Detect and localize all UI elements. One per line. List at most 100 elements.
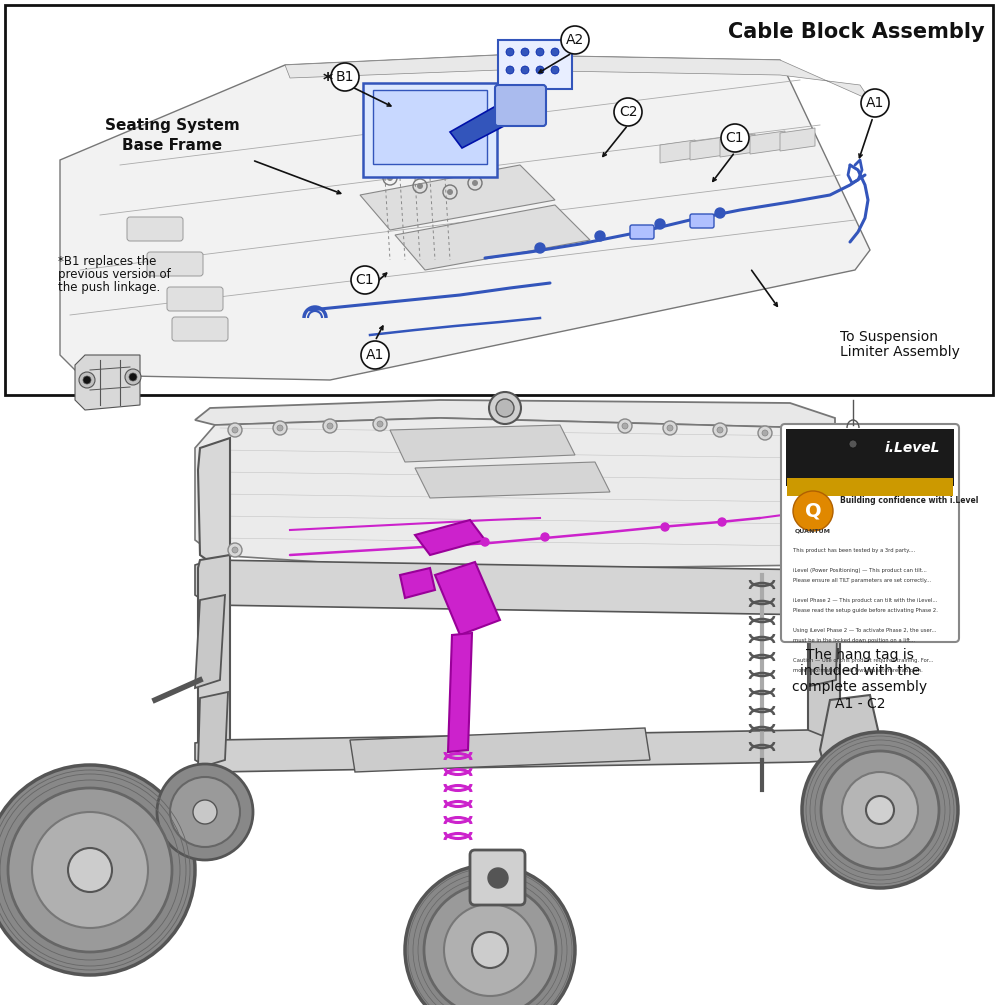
Circle shape <box>405 865 575 1005</box>
Circle shape <box>424 884 556 1005</box>
Polygon shape <box>198 692 228 768</box>
Polygon shape <box>808 438 840 568</box>
Circle shape <box>83 376 91 384</box>
FancyBboxPatch shape <box>787 478 953 496</box>
Circle shape <box>713 423 727 437</box>
Text: Limiter Assembly: Limiter Assembly <box>840 345 960 359</box>
Circle shape <box>801 430 815 444</box>
Circle shape <box>232 427 238 433</box>
Circle shape <box>793 491 833 531</box>
Text: C2: C2 <box>619 105 637 119</box>
FancyBboxPatch shape <box>630 225 654 239</box>
Circle shape <box>68 848 112 892</box>
Text: Please ensure all TILT parameters are set correctly...: Please ensure all TILT parameters are se… <box>793 578 931 583</box>
Text: Q: Q <box>805 501 821 521</box>
Circle shape <box>472 180 478 186</box>
Circle shape <box>472 932 508 968</box>
Polygon shape <box>415 520 485 555</box>
Polygon shape <box>390 425 575 462</box>
Polygon shape <box>195 560 840 615</box>
Circle shape <box>157 764 253 860</box>
Circle shape <box>802 732 958 888</box>
FancyBboxPatch shape <box>690 214 714 228</box>
Polygon shape <box>820 695 878 788</box>
Text: previous version of: previous version of <box>58 268 171 281</box>
Circle shape <box>228 543 242 557</box>
Circle shape <box>0 765 195 975</box>
Text: iLevel (Power Positioning) — This product can tilt...: iLevel (Power Positioning) — This produc… <box>793 568 927 573</box>
Circle shape <box>193 800 217 824</box>
Text: C1: C1 <box>726 131 744 145</box>
Circle shape <box>506 66 514 74</box>
Circle shape <box>436 542 444 550</box>
Text: Seating System
Base Frame: Seating System Base Frame <box>105 118 239 153</box>
Text: i.LeveL: i.LeveL <box>885 441 940 455</box>
FancyBboxPatch shape <box>167 287 223 311</box>
Circle shape <box>663 421 677 435</box>
Text: A2: A2 <box>566 33 584 47</box>
Circle shape <box>323 419 337 433</box>
Circle shape <box>373 417 387 431</box>
Text: To Suspension: To Suspension <box>840 330 938 344</box>
Polygon shape <box>810 585 838 686</box>
Circle shape <box>232 547 238 553</box>
Polygon shape <box>660 140 695 163</box>
Circle shape <box>521 48 529 56</box>
Polygon shape <box>195 730 838 772</box>
Polygon shape <box>195 400 835 435</box>
Circle shape <box>387 175 393 181</box>
Circle shape <box>351 266 379 294</box>
Circle shape <box>551 48 559 56</box>
Polygon shape <box>350 728 650 772</box>
FancyBboxPatch shape <box>5 5 993 395</box>
Text: This product has been tested by a 3rd party....: This product has been tested by a 3rd pa… <box>793 548 915 553</box>
Circle shape <box>805 549 811 555</box>
Circle shape <box>536 66 544 74</box>
FancyBboxPatch shape <box>786 429 954 486</box>
Circle shape <box>721 124 749 152</box>
Text: more information, visit www.quantumrehab.com.: more information, visit www.quantumrehab… <box>793 668 923 673</box>
Circle shape <box>718 518 726 526</box>
Polygon shape <box>750 131 785 154</box>
FancyBboxPatch shape <box>498 40 572 89</box>
Circle shape <box>805 434 811 440</box>
Circle shape <box>361 341 389 369</box>
FancyBboxPatch shape <box>127 217 183 241</box>
Polygon shape <box>75 355 140 410</box>
Text: Using iLevel Phase 2 — To activate Phase 2, the user...: Using iLevel Phase 2 — To activate Phase… <box>793 628 936 633</box>
Polygon shape <box>400 568 435 598</box>
Text: C1: C1 <box>356 273 374 287</box>
Circle shape <box>541 533 549 541</box>
Circle shape <box>551 66 559 74</box>
Circle shape <box>667 425 673 431</box>
Polygon shape <box>780 128 815 151</box>
Text: QUANTUM: QUANTUM <box>795 529 831 534</box>
Text: Building confidence with i.Level: Building confidence with i.Level <box>840 495 978 505</box>
Circle shape <box>842 772 918 848</box>
Text: *: * <box>323 70 333 89</box>
Circle shape <box>715 208 725 218</box>
Circle shape <box>489 392 521 424</box>
Text: B1: B1 <box>336 70 354 84</box>
Circle shape <box>866 796 894 824</box>
Text: Caution — Use of this product requires training. For...: Caution — Use of this product requires t… <box>793 658 933 663</box>
FancyBboxPatch shape <box>470 850 525 905</box>
Circle shape <box>228 423 242 437</box>
Polygon shape <box>415 462 610 498</box>
Circle shape <box>506 48 514 56</box>
Circle shape <box>821 751 939 869</box>
Circle shape <box>496 399 514 417</box>
Circle shape <box>561 26 589 54</box>
Polygon shape <box>198 555 230 758</box>
Polygon shape <box>60 55 870 380</box>
Text: Cable Block Assembly: Cable Block Assembly <box>728 22 985 42</box>
Polygon shape <box>195 418 835 570</box>
FancyBboxPatch shape <box>495 85 546 126</box>
FancyBboxPatch shape <box>147 252 203 276</box>
Circle shape <box>129 373 137 381</box>
Circle shape <box>655 219 665 229</box>
Circle shape <box>377 421 383 427</box>
Circle shape <box>417 183 423 189</box>
Circle shape <box>861 89 889 117</box>
Text: The hang tag is
included with the
complete assembly
A1 - C2: The hang tag is included with the comple… <box>792 648 928 711</box>
